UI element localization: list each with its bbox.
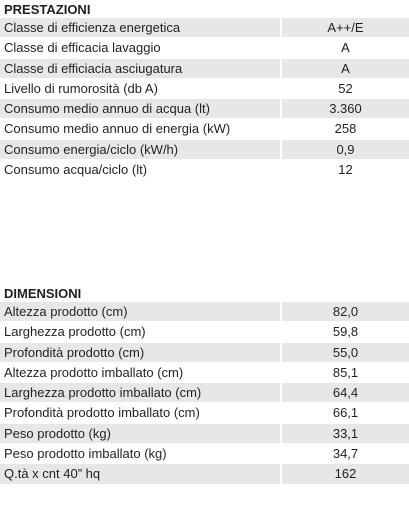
spec-value: 3.360 [282, 99, 409, 119]
spec-label: Classe di efficiacia asciugatura [0, 58, 280, 78]
spec-section: PRESTAZIONI Classe di efficienza energeti… [0, 2, 409, 181]
spec-value: 33,1 [282, 423, 409, 444]
spec-value: 0,9 [282, 139, 409, 160]
spec-row: Altezza prodotto imballato (cm) 85,1 [0, 363, 409, 384]
spec-label: Classe di efficienza energetica [0, 18, 280, 38]
spec-value: 64,4 [282, 383, 409, 403]
spec-value: 66,1 [332, 405, 359, 421]
spec-label: Profondità prodotto (cm) [0, 342, 280, 362]
spec-row: Q.tà x cnt 40” hq 162 [0, 464, 409, 485]
spec-value: A++/E [282, 18, 409, 38]
spec-label: Consumo medio annuo di energia (kW) [4, 121, 231, 137]
spec-section: DIMENSIONI Altezza prodotto (cm) 82,0 Largh… [0, 286, 409, 485]
spec-row: Consumo medio annuo di energia (kW) 258 [0, 119, 409, 140]
spec-label: Consumo medio annuo di acqua (lt) [0, 99, 280, 119]
spec-row: Peso prodotto (kg) 33,1 [0, 423, 409, 445]
spec-label: Consumo acqua/ciclo (lt) [4, 162, 148, 178]
spec-row: Consumo energia/ciclo (kW/h) 0,9 [0, 139, 409, 161]
spec-row: Larghezza prodotto (cm) 59,8 [0, 322, 409, 343]
spec-value: A [282, 58, 409, 78]
spec-value: 52 [338, 80, 353, 96]
spec-label: Larghezza prodotto (cm) [4, 324, 146, 340]
spec-value: 162 [282, 464, 409, 484]
spec-label: Altezza prodotto (cm) [0, 302, 280, 322]
spec-row: Larghezza prodotto imballato (cm) 64,4 [0, 383, 409, 404]
spec-value: 34,7 [332, 446, 359, 462]
section-title: DIMENSIONI [4, 286, 82, 301]
spec-value: 82,0 [282, 302, 409, 322]
spec-row: Consumo medio annuo di acqua (lt) 3.360 [0, 99, 409, 120]
spec-label: Livello di rumorosità (db A) [4, 80, 158, 96]
spec-row: Profondità prodotto (cm) 55,0 [0, 342, 409, 363]
spec-value: A [341, 40, 350, 56]
spec-row: Classe di efficiacia asciugatura A [0, 58, 409, 79]
spec-value: 59,8 [332, 324, 359, 340]
spec-label: Peso prodotto (kg) [0, 423, 280, 444]
spec-row: Livello di rumorosità (db A) 52 [0, 79, 409, 100]
spec-label: Classe di efficacia lavaggio [4, 40, 161, 56]
spec-label: Profondità prodotto imballato (cm) [4, 405, 200, 421]
spec-label: Consumo energia/ciclo (kW/h) [0, 139, 280, 160]
spec-row: Classe di efficienza energetica A++/E [0, 18, 409, 39]
spec-row: Consumo acqua/ciclo (lt) 12 [0, 160, 409, 181]
spec-row: Peso prodotto imballato (kg) 34,7 [0, 444, 409, 465]
spec-label: Larghezza prodotto imballato (cm) [0, 383, 280, 403]
spec-row: Classe di efficacia lavaggio A [0, 38, 409, 59]
spec-row: Altezza prodotto (cm) 82,0 [0, 302, 409, 323]
spec-label: Q.tà x cnt 40” hq [0, 464, 280, 484]
spec-value: 258 [334, 121, 357, 137]
spec-row: Profondità prodotto imballato (cm) 66,1 [0, 403, 409, 424]
spec-value: 55,0 [282, 342, 409, 362]
spec-value: 12 [338, 162, 353, 178]
spec-label: Peso prodotto imballato (kg) [4, 446, 167, 462]
spec-value: 85,1 [332, 364, 359, 380]
section-title: PRESTAZIONI [4, 2, 91, 17]
spec-label: Altezza prodotto imballato (cm) [4, 364, 184, 380]
